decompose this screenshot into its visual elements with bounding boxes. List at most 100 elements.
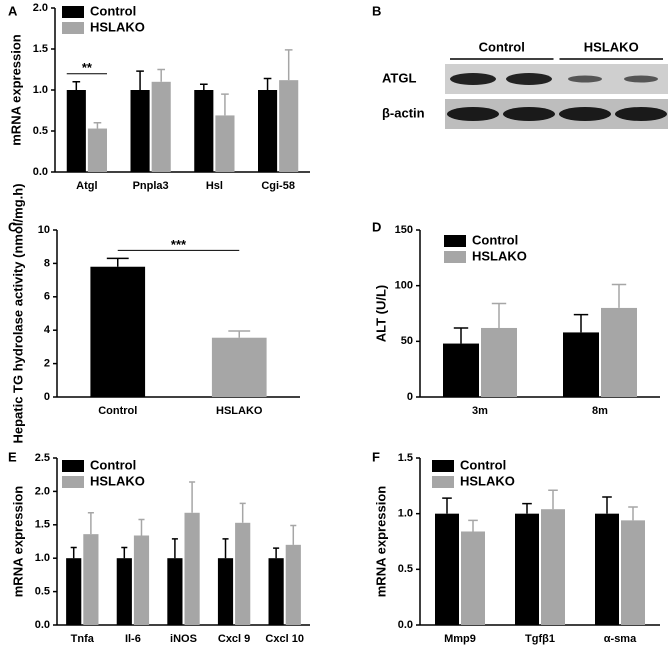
blot-band — [503, 107, 555, 121]
error-bar — [189, 481, 196, 513]
blot-band — [450, 73, 496, 85]
blot-band — [506, 73, 552, 85]
bar — [279, 80, 299, 172]
error-bar — [136, 70, 144, 90]
y-tick-label: 1.0 — [33, 84, 48, 96]
legend-swatch — [62, 22, 84, 34]
x-tick-label: iNOS — [170, 633, 197, 645]
row-label: β-actin — [382, 105, 425, 120]
error-bar — [522, 502, 532, 514]
y-tick-label: 1.5 — [33, 43, 48, 55]
panel-letter: F — [372, 449, 380, 464]
y-axis-label: Hepatic TG hydrolase activity (nmol/mg.h… — [10, 183, 25, 443]
error-bar — [222, 538, 229, 559]
y-tick-label: 0 — [407, 391, 413, 403]
legend-swatch — [444, 251, 466, 263]
bar — [595, 513, 619, 625]
legend-swatch — [432, 460, 454, 472]
bar — [87, 128, 107, 172]
y-tick-label: 0.5 — [35, 586, 50, 598]
y-axis-label: mRNA expression — [10, 486, 25, 598]
bar — [90, 266, 146, 397]
lane-label: Control — [479, 39, 525, 54]
bar — [461, 531, 485, 625]
bar — [217, 558, 234, 625]
x-tick-label: Tnfa — [71, 633, 95, 645]
y-tick-label: 0.5 — [33, 125, 48, 137]
panel-letter: B — [372, 3, 381, 18]
error-bar — [468, 519, 478, 532]
panel-letter: C — [8, 219, 18, 234]
y-tick-label: 0 — [44, 391, 50, 403]
y-tick-label: 0.0 — [35, 619, 50, 631]
blot-band — [559, 107, 611, 121]
error-bar — [611, 283, 627, 308]
error-bar — [106, 257, 129, 267]
bar — [443, 343, 479, 397]
error-bar — [70, 546, 77, 559]
bar — [211, 337, 267, 397]
x-tick-label: 3m — [472, 405, 488, 417]
y-tick-label: 50 — [401, 335, 413, 347]
x-tick-label: Mmp9 — [444, 633, 476, 645]
x-tick-label: Il-6 — [125, 633, 141, 645]
x-tick-label: HSLAKO — [216, 405, 263, 417]
y-tick-label: 0.0 — [33, 166, 48, 178]
y-tick-label: 1.0 — [35, 552, 50, 564]
y-tick-label: 1.5 — [398, 452, 413, 464]
y-tick-label: 1.0 — [398, 508, 413, 520]
x-tick-label: Tgfβ1 — [525, 633, 555, 645]
panel-letter: A — [8, 3, 18, 18]
x-tick-label: Atgl — [76, 180, 97, 192]
error-bar — [121, 546, 128, 559]
bar — [215, 115, 235, 172]
legend-swatch — [432, 476, 454, 488]
legend-swatch — [62, 6, 84, 18]
x-tick-label: Cxcl 10 — [265, 633, 304, 645]
bar — [66, 558, 82, 625]
error-bar — [273, 547, 280, 559]
legend-label: HSLAKO — [472, 248, 527, 263]
legend-swatch — [62, 476, 84, 488]
bar — [66, 90, 86, 172]
x-tick-label: Pnpla3 — [133, 180, 169, 192]
bar — [116, 558, 132, 625]
error-bar — [228, 330, 251, 338]
x-tick-label: α-sma — [604, 633, 637, 645]
y-tick-label: 2.0 — [35, 485, 50, 497]
error-bar — [157, 68, 166, 82]
bar — [435, 513, 459, 625]
error-bar — [573, 313, 589, 333]
blot-band — [568, 75, 602, 83]
error-bar — [138, 518, 145, 536]
error-bar — [239, 502, 246, 523]
bar — [235, 522, 251, 625]
error-bar — [453, 327, 469, 344]
bar — [83, 534, 99, 625]
x-tick-label: Control — [98, 405, 137, 417]
error-bar — [221, 93, 229, 116]
legend-label: HSLAKO — [90, 473, 145, 488]
x-tick-label: 8m — [592, 405, 608, 417]
row-label: ATGL — [382, 70, 416, 85]
y-tick-label: 2.0 — [33, 2, 48, 14]
y-tick-label: 2 — [44, 358, 50, 370]
y-tick-label: 0.5 — [398, 563, 413, 575]
error-bar — [263, 77, 272, 90]
error-bar — [199, 83, 208, 90]
error-bar — [442, 497, 452, 514]
error-bar — [284, 49, 293, 81]
error-bar — [290, 524, 297, 545]
error-bar — [628, 506, 638, 521]
bar — [621, 520, 645, 625]
y-tick-label: 100 — [395, 280, 413, 292]
y-tick-label: 0.0 — [398, 619, 413, 631]
y-tick-label: 150 — [395, 224, 413, 236]
blot-band — [615, 107, 667, 121]
bar — [515, 513, 539, 625]
bar — [563, 332, 599, 397]
y-tick-label: 8 — [44, 257, 50, 269]
blot-band — [447, 107, 499, 121]
